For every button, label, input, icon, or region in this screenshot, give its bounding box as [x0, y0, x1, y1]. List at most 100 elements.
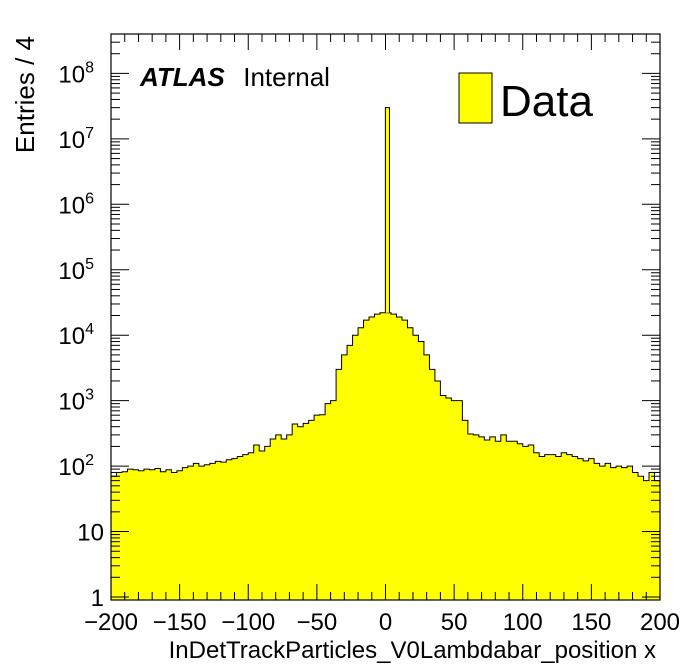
histogram-bin	[363, 320, 370, 600]
histogram-bin	[533, 452, 540, 600]
histogram-bin	[544, 454, 551, 600]
histogram-bin	[226, 459, 233, 600]
histogram-bin	[330, 400, 337, 600]
histogram-bin	[281, 438, 288, 600]
histogram-bin	[462, 420, 469, 600]
histogram-bin	[396, 316, 403, 600]
histogram-bin	[325, 403, 331, 600]
histogram-bin	[336, 369, 342, 600]
histogram-bin	[204, 464, 211, 600]
histogram-bin	[121, 471, 128, 600]
histogram-bin	[484, 440, 491, 600]
histogram-bin	[506, 441, 513, 600]
x-tick-label: −200	[84, 609, 138, 636]
histogram-bin	[237, 456, 244, 600]
histogram-bin	[621, 467, 628, 600]
histogram-bin	[209, 463, 216, 600]
histogram-bin	[270, 438, 277, 600]
histogram-bin	[610, 467, 617, 600]
histogram-bin	[511, 441, 518, 600]
y-tick-label: 103	[58, 387, 94, 416]
histogram-outline	[110, 312, 661, 600]
y-tick-label: 102	[58, 452, 94, 481]
histogram-bin	[605, 463, 611, 600]
histogram-bin	[308, 420, 315, 600]
histogram-bin	[390, 314, 397, 600]
y-tick-label: 106	[58, 190, 94, 219]
histogram-bin	[138, 470, 145, 600]
histogram-bin	[440, 395, 447, 600]
x-tick-label: 50	[441, 609, 468, 636]
histogram-bin	[248, 452, 255, 600]
x-tick-label: −150	[153, 609, 207, 636]
histogram-bin	[286, 434, 293, 600]
histogram-bin	[412, 335, 419, 600]
histogram-bin	[347, 345, 353, 600]
histogram-bin	[522, 446, 529, 600]
histogram-bin	[297, 426, 304, 600]
legend-marker	[458, 72, 493, 124]
histogram-bin	[434, 380, 441, 600]
histogram-bin	[649, 472, 655, 600]
histogram-bin	[259, 451, 266, 600]
histogram-bin	[638, 476, 644, 600]
histogram-bin	[264, 446, 271, 600]
histogram-bin	[369, 316, 375, 600]
y-tick-labels: 1 10 102 103 104 105 106 107 108	[58, 59, 104, 612]
x-tick-label: −50	[297, 609, 338, 636]
histogram-bin	[407, 327, 414, 600]
atlas-label: ATLAS Internal	[139, 62, 330, 92]
histogram-bin	[314, 415, 321, 600]
histogram-bin	[380, 312, 386, 600]
histogram-bin	[489, 436, 496, 600]
histogram-bin	[253, 445, 260, 600]
x-axis-label: InDetTrackParticles_V0Lambdabar_position…	[169, 637, 656, 664]
histogram-bin	[528, 445, 535, 600]
y-axis-label: Entries / 4	[10, 36, 40, 153]
histogram-bin	[632, 472, 639, 600]
histogram-bin	[445, 397, 452, 600]
histogram-bin	[182, 467, 189, 600]
histogram-bin	[215, 461, 222, 600]
histogram-bin	[550, 454, 557, 600]
y-tick-label: 105	[58, 256, 94, 285]
histogram-bin	[154, 468, 161, 600]
histogram-bin	[654, 480, 661, 600]
histogram-bin	[561, 452, 568, 600]
histogram-bin	[583, 460, 590, 600]
histogram-bin	[385, 312, 392, 600]
histogram-bin	[303, 423, 310, 600]
histogram-bin	[341, 354, 348, 600]
histogram-spike-bar	[384, 107, 390, 313]
x-tick-label: 200	[640, 609, 680, 636]
histogram-bin	[220, 462, 227, 600]
histogram-bin	[555, 456, 562, 600]
histogram-bin	[539, 456, 546, 600]
histogram-bin	[374, 314, 381, 600]
histogram-bin	[352, 335, 359, 600]
atlas-label-text: Internal	[243, 62, 330, 92]
histogram-bin	[643, 480, 650, 600]
y-tick-label: 104	[58, 321, 94, 350]
y-tick-label: 10	[77, 520, 104, 547]
histogram-bin	[588, 458, 595, 600]
y-tick-label: 107	[58, 125, 94, 154]
histogram-bin	[193, 463, 200, 600]
histogram-bin	[198, 466, 205, 600]
histogram-bin	[517, 443, 524, 600]
histogram-bin	[566, 454, 573, 600]
histogram-bin	[127, 469, 134, 600]
histogram-bin	[116, 472, 123, 600]
histogram-bars	[110, 312, 661, 600]
histogram-bin	[467, 433, 474, 600]
histogram-bin	[149, 469, 156, 600]
histogram-bin	[577, 458, 584, 600]
histogram-bin	[275, 434, 282, 600]
histogram-bin	[451, 400, 458, 600]
histogram-bin	[473, 434, 480, 600]
histogram-bin	[627, 466, 633, 600]
histogram-bin	[165, 469, 172, 600]
histogram-bin	[423, 354, 430, 600]
legend-label: Data	[500, 77, 593, 126]
